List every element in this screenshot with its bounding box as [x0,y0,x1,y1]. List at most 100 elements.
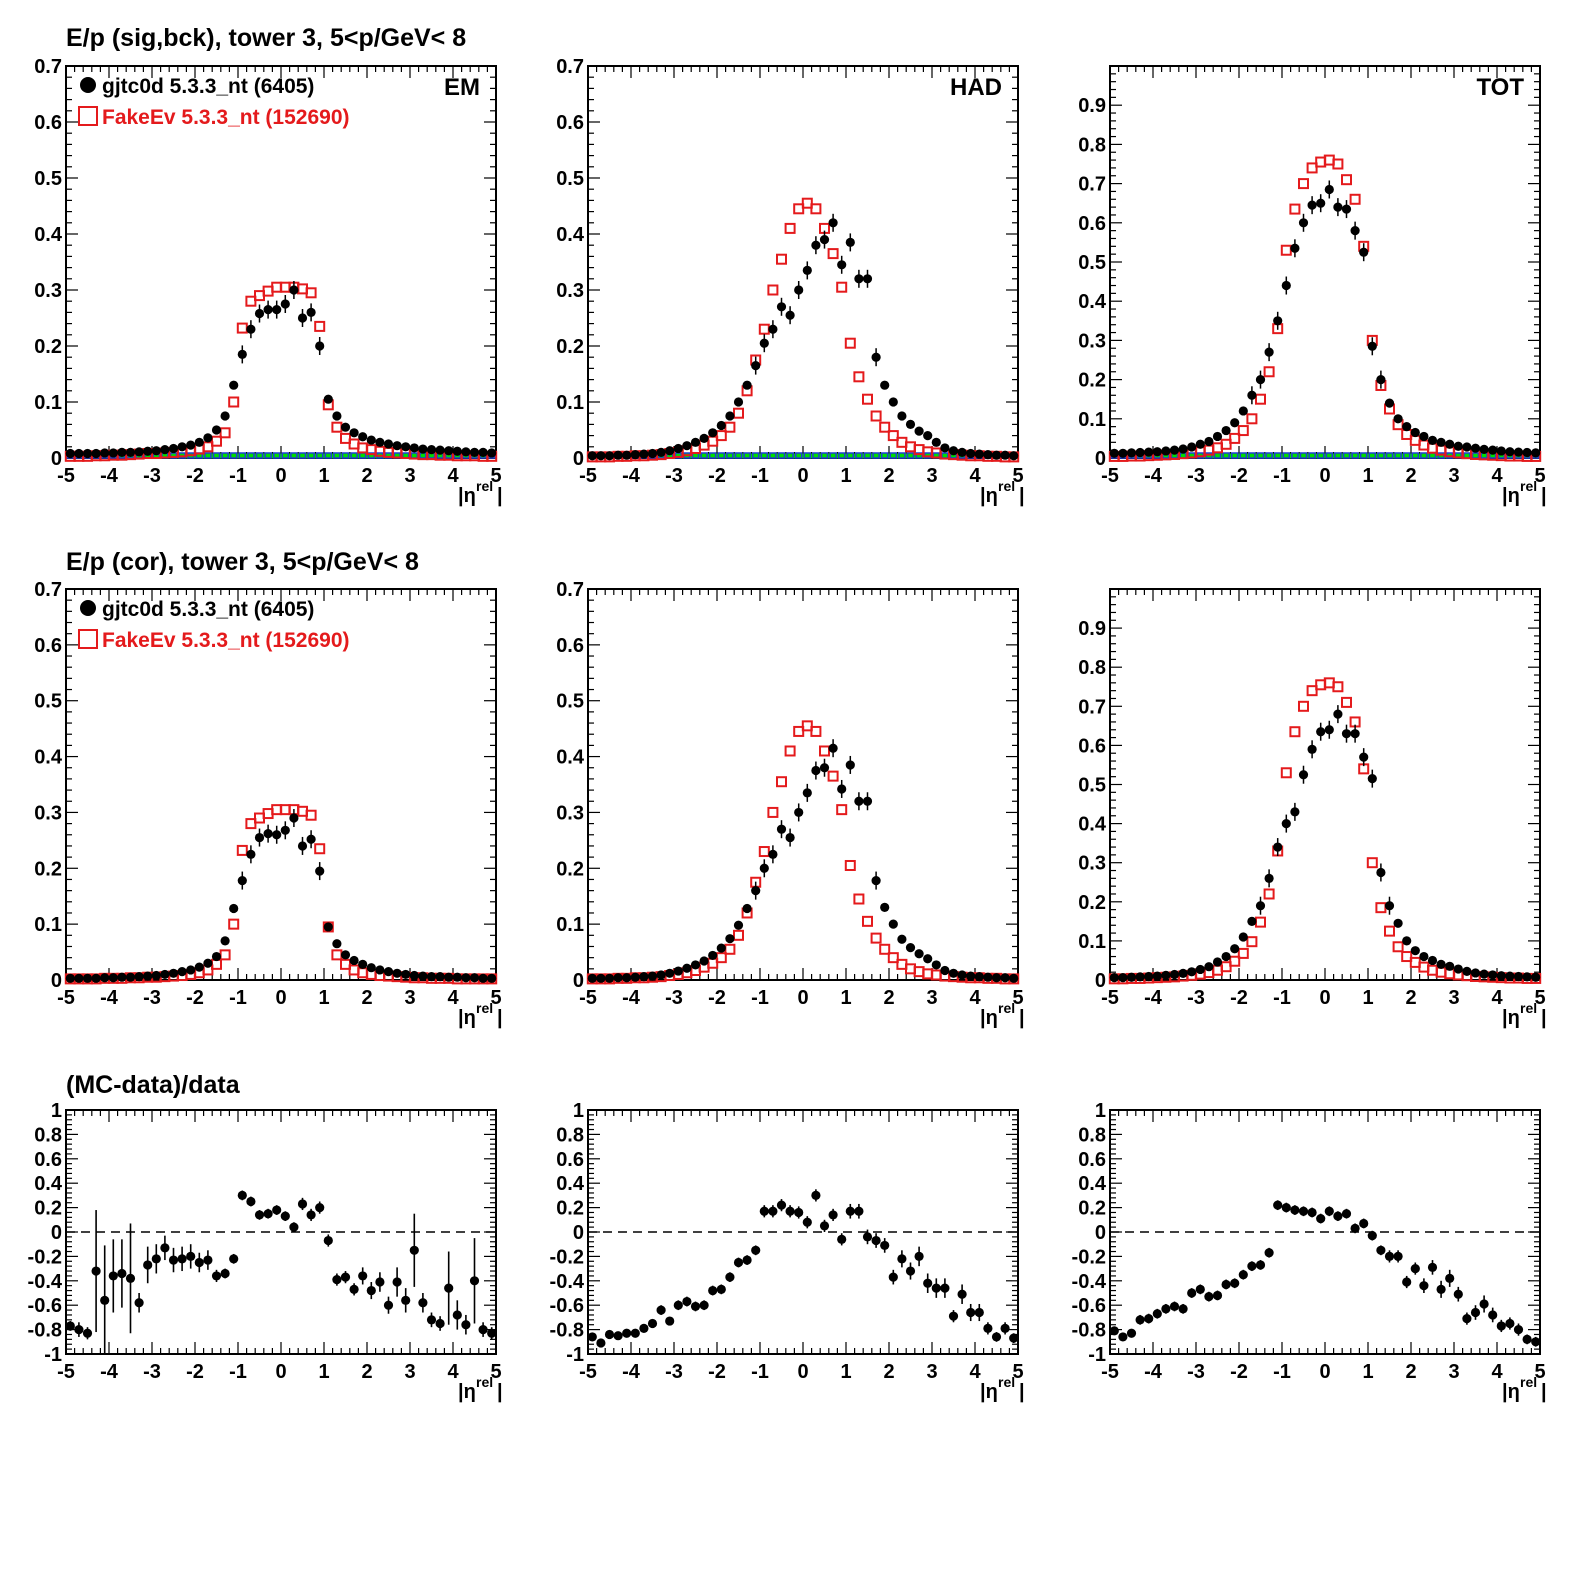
data-point [630,450,640,460]
data-point [948,968,959,978]
data-point [237,349,247,359]
x-axis-title-end: | [1541,485,1547,507]
data-point [487,973,497,983]
mc-point [1289,726,1301,738]
data-point [1221,425,1231,436]
x-tick-label: -1 [751,1361,769,1383]
data-point [845,760,855,770]
data-point [418,971,428,981]
x-tick-label: 2 [361,1361,372,1383]
background-point [872,452,880,459]
data-point [1187,442,1197,452]
x-tick-label: 5 [1012,1361,1023,1383]
y-tick-label: -0.2 [28,1246,62,1268]
data-point [108,448,118,458]
y-tick-label: 0.7 [556,56,584,78]
data-point [1126,448,1137,458]
data-point [1350,729,1360,739]
background-point [1291,452,1299,459]
ratio-point [289,1222,299,1232]
mc-point [853,893,865,905]
data-point [708,950,718,961]
ratio-point [323,1235,333,1246]
data-point [673,443,683,454]
data-point [905,419,916,429]
ratio-point [1402,1277,1412,1287]
ratio-point [923,1278,933,1288]
background-point [846,452,855,459]
x-tick-label: -3 [665,987,683,1009]
mc-point [733,407,744,419]
ratio-point [263,1209,273,1219]
y-tick-label: 0.4 [1078,1173,1107,1195]
background-point [769,452,777,459]
y-tick-label: 0.5 [1078,775,1106,797]
data-point [125,972,136,982]
ratio-point [297,1199,308,1209]
background-point [1239,452,1248,459]
data-point [1531,448,1541,458]
ratio-point [1273,1200,1283,1210]
y-tick-label: 0.1 [1078,931,1106,953]
mc-point [870,410,882,422]
panel-had-row2: -5 -4 -3 -2 -1 0 1 2 3 4 5 |η rel | 0 0.1 0.2 0.3 0.4 0.5 0.… [556,579,1024,1029]
x-tick-label: 4 [969,1361,981,1383]
data-point [315,866,325,876]
background-point [803,452,812,459]
background-point [777,452,786,459]
x-tick-label: 5 [1534,987,1545,1009]
y-tick-label: 0.4 [1078,291,1107,313]
mc-point [887,430,899,442]
y-tick-label: 0.5 [34,691,62,713]
background-point [1359,452,1368,459]
data-point [1298,218,1309,228]
data-point [74,973,84,983]
data-point [957,970,967,980]
ratio-point [776,1200,787,1210]
data-point [682,441,692,451]
data-point [1453,964,1463,974]
background-point [880,452,889,459]
x-tick-label: -5 [57,1361,75,1383]
y-tick-label: 0 [51,448,62,470]
mc-point [862,915,873,927]
mc-point [879,421,891,433]
data-point [1505,971,1515,981]
data-point [1419,431,1429,442]
data-point [1488,445,1498,455]
data-point [923,954,933,964]
data-point [811,240,821,250]
x-tick-label: -3 [665,465,683,487]
mc-point [1237,425,1249,437]
data-point [194,962,204,972]
ratio-point [392,1277,402,1287]
background-point [855,452,863,459]
data-point [186,440,196,450]
data-point [168,968,179,978]
data-point [246,324,256,334]
data-point [768,849,778,859]
background-point [212,452,221,459]
background-point [794,452,803,459]
ratio-point [991,1332,1002,1342]
x-tick-label: 2 [883,987,894,1009]
ratio-point [1187,1288,1197,1298]
background-point [1334,452,1342,459]
data-point [1144,971,1154,982]
data-point [751,886,761,896]
x-tick-label: -3 [143,987,161,1009]
data-point [1393,918,1403,928]
ratio-point [716,1284,726,1294]
data-point [289,285,299,295]
y-tick-label: 1 [1095,1100,1106,1122]
ratio-point [690,1301,701,1312]
x-tick-label: -4 [100,987,119,1009]
data-point [280,299,290,309]
data-point [1230,418,1240,428]
x-axis-title-end: | [497,1007,503,1029]
y-tick-label: 0 [573,970,584,992]
background-point [1282,452,1291,459]
panels-group: -5 -4 -3 -2 -1 0 1 2 3 4 5|η rel |00.10.20.30.40.50.… [28,56,1547,1403]
mc-point [1306,685,1318,697]
x-tick-label: -4 [100,465,119,487]
